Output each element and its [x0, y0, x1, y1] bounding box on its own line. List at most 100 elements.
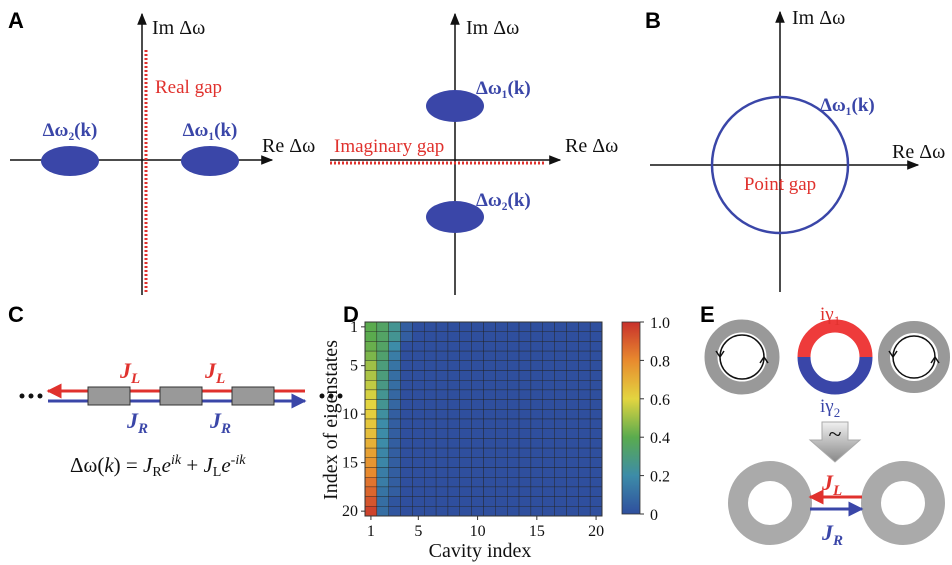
heat-cell	[507, 361, 519, 371]
heat-cell	[412, 458, 424, 468]
heat-cell	[578, 380, 590, 390]
heat-cell	[377, 332, 389, 342]
heat-cell	[543, 419, 555, 429]
x-tick-label: 10	[470, 523, 486, 540]
heat-cell	[389, 477, 401, 487]
heat-cell	[578, 429, 590, 439]
heat-cell	[389, 390, 401, 400]
heat-cell	[531, 448, 543, 458]
y-tick-label: 15	[342, 455, 358, 472]
heat-cell	[555, 380, 567, 390]
heat-cell	[412, 438, 424, 448]
heat-cell	[531, 409, 543, 419]
heat-cell	[412, 351, 424, 361]
heat-cell	[555, 341, 567, 351]
heat-cell	[484, 332, 496, 342]
heat-cell	[365, 497, 377, 507]
heat-cell	[519, 322, 531, 332]
heat-cell	[519, 371, 531, 381]
heat-cell	[448, 506, 460, 516]
heat-cell	[578, 497, 590, 507]
heat-cell	[365, 351, 377, 361]
heat-cell	[436, 458, 448, 468]
band-label: Δω₁(k)	[476, 78, 531, 99]
heat-cell	[531, 400, 543, 410]
heat-cell	[519, 332, 531, 342]
heat-cell	[412, 361, 424, 371]
heat-cell	[578, 458, 590, 468]
heat-cell	[424, 448, 436, 458]
heat-cell	[519, 477, 531, 487]
gap-label: Real gap	[155, 77, 222, 98]
heat-cell	[424, 477, 436, 487]
heat-cell	[590, 400, 602, 410]
heat-cell	[401, 380, 413, 390]
heat-cell	[365, 400, 377, 410]
heat-cell	[377, 361, 389, 371]
heat-cell	[436, 468, 448, 478]
coupling-label: JL	[821, 470, 842, 499]
panel-label: A	[8, 8, 24, 33]
heat-cell	[377, 380, 389, 390]
y-axis-label: Index of eigenstates	[320, 340, 342, 500]
heat-cell	[448, 477, 460, 487]
heat-cell	[566, 341, 578, 351]
heat-cell	[566, 390, 578, 400]
heat-cell	[389, 438, 401, 448]
heat-cell	[460, 390, 472, 400]
heat-cell	[555, 448, 567, 458]
heat-cell	[531, 458, 543, 468]
heat-cell	[543, 409, 555, 419]
heat-cell	[460, 497, 472, 507]
heat-cell	[578, 468, 590, 478]
heat-cell	[412, 468, 424, 478]
heat-cell	[578, 487, 590, 497]
heat-cell	[543, 390, 555, 400]
heat-cell	[507, 371, 519, 381]
heat-cell	[566, 477, 578, 487]
heat-cell	[377, 341, 389, 351]
heat-cell	[436, 497, 448, 507]
heat-cell	[495, 351, 507, 361]
heat-cell	[377, 322, 389, 332]
heat-cell	[507, 332, 519, 342]
heat-cell	[460, 448, 472, 458]
heat-cell	[578, 419, 590, 429]
heat-cell	[412, 332, 424, 342]
heat-cell	[507, 322, 519, 332]
heat-cell	[377, 438, 389, 448]
heat-cell	[543, 351, 555, 361]
heat-cell	[389, 506, 401, 516]
heat-cell	[412, 390, 424, 400]
coupling-label: JR	[209, 408, 231, 437]
heat-cell	[436, 341, 448, 351]
heat-cell	[507, 400, 519, 410]
heat-cell	[424, 332, 436, 342]
heat-cell	[495, 438, 507, 448]
heat-cell	[460, 332, 472, 342]
circulation-arrow	[716, 351, 768, 363]
heat-cell	[460, 506, 472, 516]
coupling-label: JR	[126, 408, 148, 437]
heat-cell	[590, 409, 602, 419]
heat-cell	[436, 487, 448, 497]
gap-label: Point gap	[744, 174, 816, 195]
heat-cell	[543, 371, 555, 381]
heat-cell	[412, 448, 424, 458]
heat-cell	[543, 341, 555, 351]
heat-cell	[412, 380, 424, 390]
heat-cell	[566, 468, 578, 478]
heat-cell	[507, 506, 519, 516]
heat-cell	[495, 429, 507, 439]
heat-cell	[365, 419, 377, 429]
heat-cell	[365, 332, 377, 342]
heat-cell	[566, 361, 578, 371]
x-tick-label: 5	[414, 523, 422, 540]
heat-cell	[365, 468, 377, 478]
heat-cell	[377, 400, 389, 410]
heat-cell	[401, 477, 413, 487]
heat-cell	[555, 506, 567, 516]
heat-cell	[389, 487, 401, 497]
band-label: Δω₂(k)	[43, 120, 98, 141]
heat-cell	[460, 380, 472, 390]
